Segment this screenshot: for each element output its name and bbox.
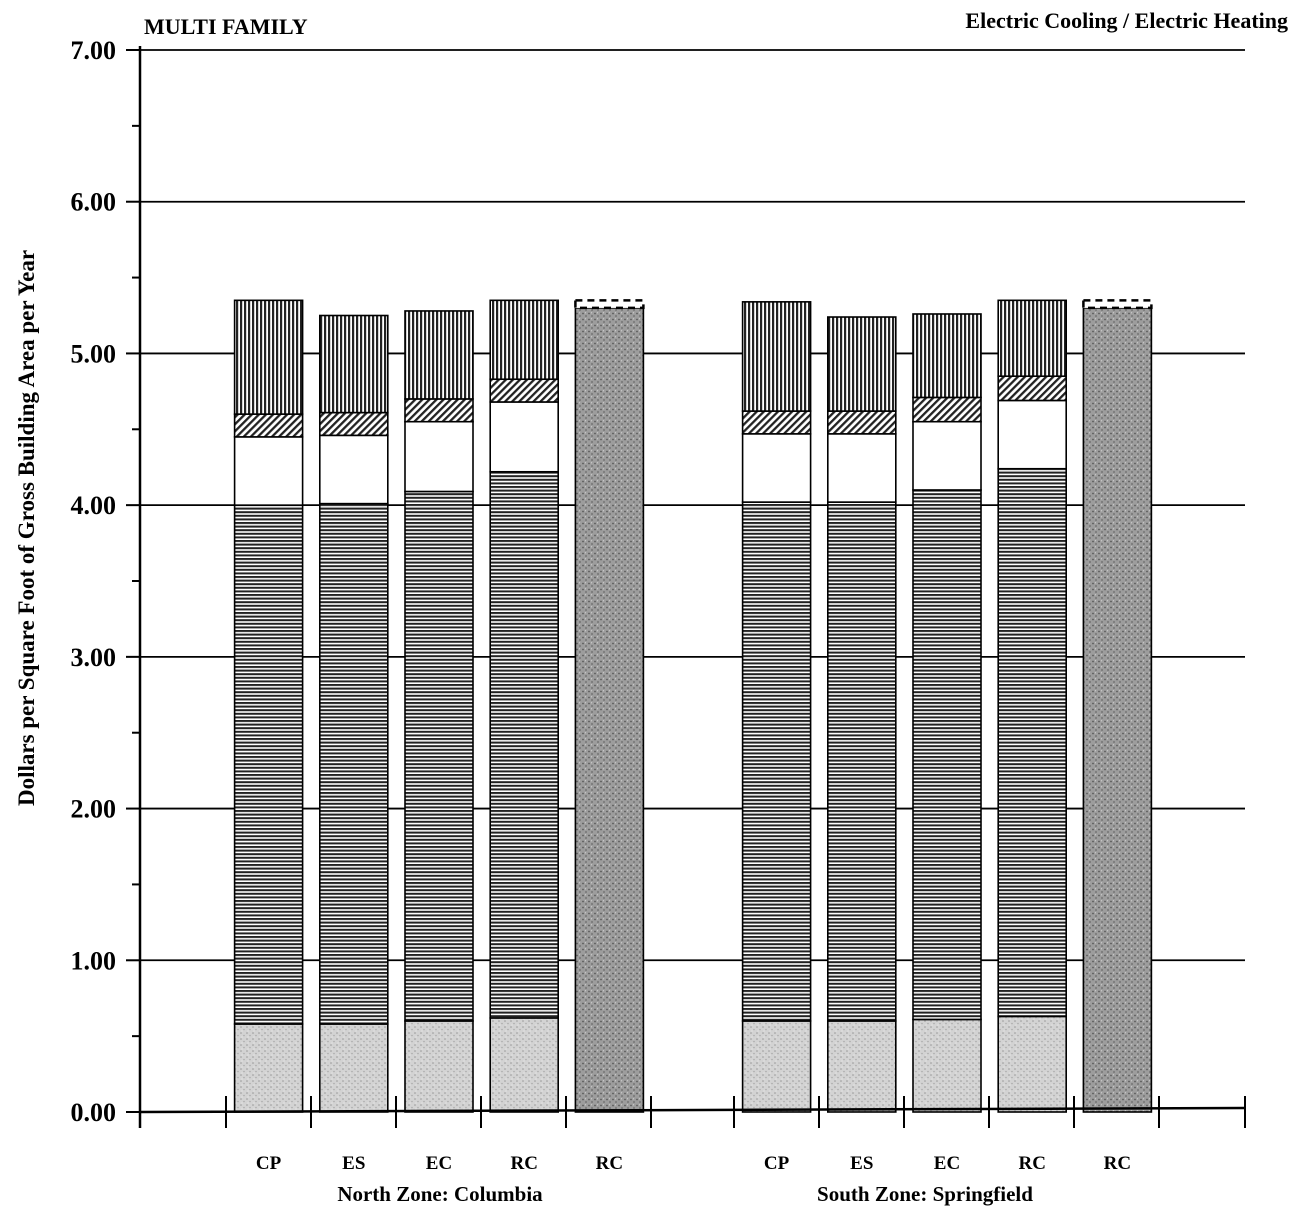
bar-segment bbox=[233, 413, 304, 438]
bar-segment bbox=[997, 299, 1068, 377]
y-tick-label: 5.00 bbox=[71, 339, 117, 368]
chart-title-right: Electric Cooling / Electric Heating bbox=[965, 8, 1288, 33]
bar-segment-outline bbox=[1082, 299, 1153, 310]
y-tick-label: 2.00 bbox=[71, 795, 117, 824]
y-tick-label: 3.00 bbox=[71, 643, 117, 672]
bar-segment bbox=[997, 399, 1068, 470]
y-tick-label: 0.00 bbox=[71, 1098, 117, 1127]
bar-segment bbox=[826, 316, 897, 412]
bar-segment bbox=[1082, 307, 1153, 1113]
y-tick-label: 4.00 bbox=[71, 491, 117, 520]
category-label: CP bbox=[256, 1153, 282, 1174]
category-label: EC bbox=[426, 1153, 452, 1174]
bar-segment bbox=[997, 1015, 1068, 1113]
bar-segment-outline bbox=[574, 299, 645, 310]
bar-segment bbox=[912, 420, 982, 491]
bar-segment bbox=[318, 411, 389, 437]
category-label: ES bbox=[850, 1153, 873, 1174]
bar-segment bbox=[489, 1017, 560, 1113]
bar-segment bbox=[489, 299, 560, 381]
bar-segment bbox=[912, 313, 982, 399]
category-label: RC bbox=[1104, 1153, 1131, 1174]
bar-segment bbox=[318, 1023, 389, 1113]
category-label: RC bbox=[510, 1153, 537, 1174]
bar-segment bbox=[826, 410, 897, 435]
y-axis-label: Dollars per Square Foot of Gross Buildin… bbox=[14, 250, 39, 806]
bar-segment bbox=[404, 398, 474, 423]
category-label: RC bbox=[596, 1153, 623, 1174]
category-label: CP bbox=[764, 1153, 790, 1174]
bar-segment bbox=[741, 501, 812, 1022]
bar-segment bbox=[404, 420, 474, 493]
bar-segment bbox=[574, 307, 645, 1113]
bar-segment bbox=[404, 310, 474, 400]
group-label-south: South Zone: Springfield bbox=[817, 1182, 1033, 1206]
category-label: EC bbox=[934, 1153, 960, 1174]
gridlines bbox=[140, 49, 1245, 962]
bar-segment bbox=[741, 410, 812, 435]
bar-segment bbox=[233, 299, 304, 415]
bar-segment bbox=[233, 504, 304, 1025]
bar-segment bbox=[826, 433, 897, 503]
bar-segment bbox=[404, 490, 474, 1022]
bar-segment bbox=[318, 434, 389, 505]
y-axis-ticks: 0.00 1.00 2.00 3.00 4.00 5.00 6.00 7.00 bbox=[71, 36, 142, 1128]
bar-segment bbox=[489, 470, 560, 1019]
bar-segment bbox=[912, 1018, 982, 1113]
bar-segment bbox=[318, 502, 389, 1025]
bar-segment bbox=[826, 1020, 897, 1113]
bar-segment bbox=[404, 1020, 474, 1113]
bar-segment bbox=[233, 436, 304, 506]
x-axis bbox=[139, 1096, 1246, 1128]
bar-segment bbox=[233, 1023, 304, 1113]
x-axis-category-labels: CP ES EC RC RC CP ES EC RC RC bbox=[256, 1153, 1131, 1174]
bar-segment bbox=[741, 1020, 812, 1113]
bar-segment bbox=[912, 489, 982, 1021]
bar-segment bbox=[826, 501, 897, 1022]
y-tick-label: 1.00 bbox=[71, 946, 117, 975]
y-tick-label: 7.00 bbox=[71, 36, 117, 65]
category-label: RC bbox=[1018, 1153, 1045, 1174]
bar-segment bbox=[741, 301, 812, 412]
bars bbox=[233, 299, 1153, 1113]
bar-segment bbox=[912, 396, 982, 423]
category-label: ES bbox=[342, 1153, 365, 1174]
bar-segment bbox=[997, 375, 1068, 402]
bar-segment bbox=[318, 314, 389, 414]
bar-segment bbox=[997, 467, 1068, 1018]
group-label-north: North Zone: Columbia bbox=[337, 1182, 543, 1206]
chart-title-left: MULTI FAMILY bbox=[144, 14, 308, 39]
bar-segment bbox=[489, 378, 560, 403]
y-tick-label: 6.00 bbox=[71, 188, 117, 217]
x-axis-line bbox=[139, 1106, 1246, 1114]
bar-segment bbox=[489, 401, 560, 473]
bar-segment bbox=[741, 433, 812, 503]
